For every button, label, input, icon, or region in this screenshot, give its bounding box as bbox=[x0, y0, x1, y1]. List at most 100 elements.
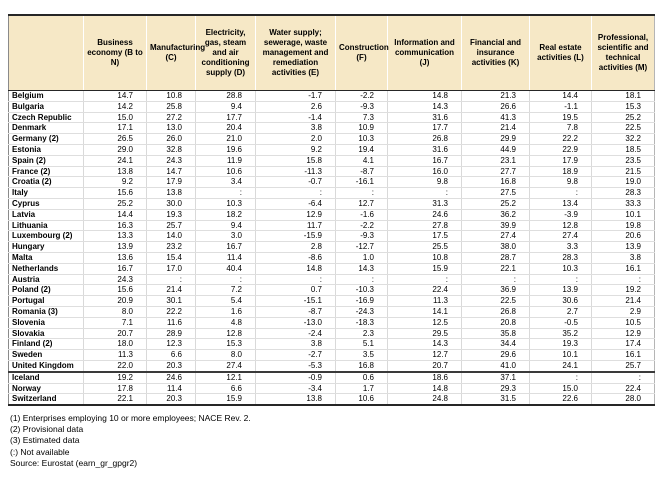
row-header-country: Iceland bbox=[8, 370, 84, 384]
data-cell: 29.0 bbox=[83, 144, 147, 156]
data-cell: 10.9 bbox=[335, 122, 388, 135]
data-cell: 19.4 bbox=[335, 144, 388, 156]
data-cell: 20.4 bbox=[195, 122, 256, 135]
data-cell: : bbox=[335, 187, 388, 199]
row-header-country: Czech Republic bbox=[8, 112, 84, 124]
data-cell: : bbox=[529, 274, 592, 286]
data-cell: -2.2 bbox=[335, 220, 388, 232]
data-cell: 14.1 bbox=[387, 306, 462, 318]
data-cell: 9.8 bbox=[529, 176, 592, 189]
data-cell: 27.8 bbox=[387, 220, 462, 232]
data-cell: : bbox=[387, 274, 462, 286]
data-cell: 13.8 bbox=[83, 166, 147, 178]
data-cell: 14.7 bbox=[146, 166, 196, 178]
data-cell: 2.6 bbox=[255, 101, 336, 113]
table-row: Poland (2) 15.6 21.4 7.2 0.7 -10.3 22.4 36.9 13.… bbox=[8, 284, 655, 297]
data-cell: 10.3 bbox=[529, 263, 592, 275]
table-row: Lithuania 16.3 25.7 9.4 11.7 -2.2 27.8 39.9 12.8… bbox=[8, 220, 655, 232]
row-header-country: Poland (2) bbox=[8, 284, 84, 297]
data-cell: 3.3 bbox=[529, 241, 592, 253]
data-cell: 17.5 bbox=[387, 230, 462, 243]
data-cell: 13.3 bbox=[83, 230, 147, 243]
data-cell: -2.7 bbox=[255, 349, 336, 361]
data-cell: 1.7 bbox=[335, 383, 388, 395]
data-cell: 31.6 bbox=[387, 144, 462, 156]
data-cell: 26.8 bbox=[461, 306, 530, 318]
data-cell: 28.8 bbox=[195, 90, 256, 102]
data-cell: -16.9 bbox=[335, 295, 388, 307]
data-cell: 33.3 bbox=[591, 198, 655, 210]
data-cell: 21.5 bbox=[591, 166, 655, 178]
data-cell: 35.2 bbox=[529, 328, 592, 340]
data-cell: 22.5 bbox=[591, 122, 655, 135]
data-cell: 15.8 bbox=[255, 155, 336, 167]
column-header: Real estate activities (L) bbox=[529, 15, 592, 91]
data-cell: 13.9 bbox=[591, 241, 655, 253]
data-cell: 5.4 bbox=[195, 295, 256, 307]
data-cell: -1.4 bbox=[255, 112, 336, 124]
data-cell: 11.6 bbox=[146, 317, 196, 329]
data-cell: 3.5 bbox=[335, 349, 388, 361]
data-cell: 0.6 bbox=[335, 370, 388, 384]
data-cell: 37.1 bbox=[461, 370, 530, 384]
data-cell: 16.8 bbox=[335, 360, 388, 373]
row-header-country: Lithuania bbox=[8, 220, 84, 232]
corner-header-cell bbox=[8, 15, 84, 91]
data-cell: 12.9 bbox=[255, 209, 336, 221]
footnote-line: (2) Provisional data bbox=[10, 424, 84, 435]
data-cell: 2.9 bbox=[591, 306, 655, 318]
data-cell: 21.0 bbox=[195, 133, 256, 145]
data-cell: 2.7 bbox=[529, 306, 592, 318]
table-row: Denmark 17.1 13.0 20.4 3.8 10.9 17.7 21.4 7.8 22.… bbox=[8, 122, 655, 135]
table-row: Netherlands 16.7 17.0 40.4 14.8 14.3 15.9 22.1 1… bbox=[8, 263, 655, 275]
data-cell: 14.0 bbox=[146, 230, 196, 243]
data-cell: 14.2 bbox=[83, 101, 147, 113]
data-cell: 31.6 bbox=[387, 112, 462, 124]
table-row: Sweden 11.3 6.6 8.0 -2.7 3.5 12.7 29.6 10.1 16.1 bbox=[8, 349, 655, 361]
data-cell: 15.6 bbox=[83, 284, 147, 297]
data-cell: -3.9 bbox=[529, 209, 592, 221]
data-cell: 12.1 bbox=[195, 370, 256, 384]
data-cell: 22.5 bbox=[461, 295, 530, 307]
data-cell: : bbox=[529, 187, 592, 199]
data-cell: 16.7 bbox=[195, 241, 256, 253]
data-cell: 28.3 bbox=[529, 252, 592, 264]
data-cell: -8.7 bbox=[255, 306, 336, 318]
data-cell: 25.5 bbox=[387, 241, 462, 253]
data-cell: -13.0 bbox=[255, 317, 336, 329]
data-cell: : bbox=[146, 274, 196, 286]
data-cell: 16.7 bbox=[387, 155, 462, 167]
table-row: Belgium 14.7 10.8 28.8 -1.7 -2.2 14.8 21.3 14.4 1… bbox=[8, 90, 655, 102]
data-cell: 3.8 bbox=[255, 338, 336, 351]
data-cell: 10.5 bbox=[591, 317, 655, 329]
data-cell: 19.8 bbox=[591, 220, 655, 232]
data-cell: 10.6 bbox=[195, 166, 256, 178]
data-cell: 20.7 bbox=[83, 328, 147, 340]
table-row: Germany (2) 26.5 26.0 21.0 2.0 10.3 26.8 29.9 22… bbox=[8, 133, 655, 145]
data-cell: 7.8 bbox=[529, 122, 592, 135]
row-header-country: Luxembourg (2) bbox=[8, 230, 84, 243]
data-cell: 23.1 bbox=[461, 155, 530, 167]
data-cell: 38.0 bbox=[461, 241, 530, 253]
row-header-country: Italy bbox=[8, 187, 84, 199]
data-cell: : bbox=[529, 370, 592, 384]
data-cell: 24.3 bbox=[146, 155, 196, 167]
data-cell: 3.0 bbox=[195, 230, 256, 243]
data-cell: 30.1 bbox=[146, 295, 196, 307]
data-cell: 16.1 bbox=[591, 349, 655, 361]
column-header: Manufacturing (C) bbox=[146, 15, 205, 91]
data-cell: 19.6 bbox=[195, 144, 256, 156]
data-cell: : bbox=[195, 274, 256, 286]
data-cell: 15.6 bbox=[83, 187, 147, 199]
data-cell: 17.0 bbox=[146, 263, 196, 275]
data-cell: -5.3 bbox=[255, 360, 336, 373]
data-cell: 4.8 bbox=[195, 317, 256, 329]
data-cell: 27.5 bbox=[461, 187, 530, 199]
data-cell: 30.0 bbox=[146, 198, 196, 210]
data-cell: 17.9 bbox=[529, 155, 592, 167]
data-cell: -1.7 bbox=[255, 90, 336, 102]
data-cell: 40.4 bbox=[195, 263, 256, 275]
data-cell: 22.0 bbox=[83, 360, 147, 373]
row-header-country: Norway bbox=[8, 383, 84, 395]
data-cell: 15.9 bbox=[195, 393, 256, 406]
